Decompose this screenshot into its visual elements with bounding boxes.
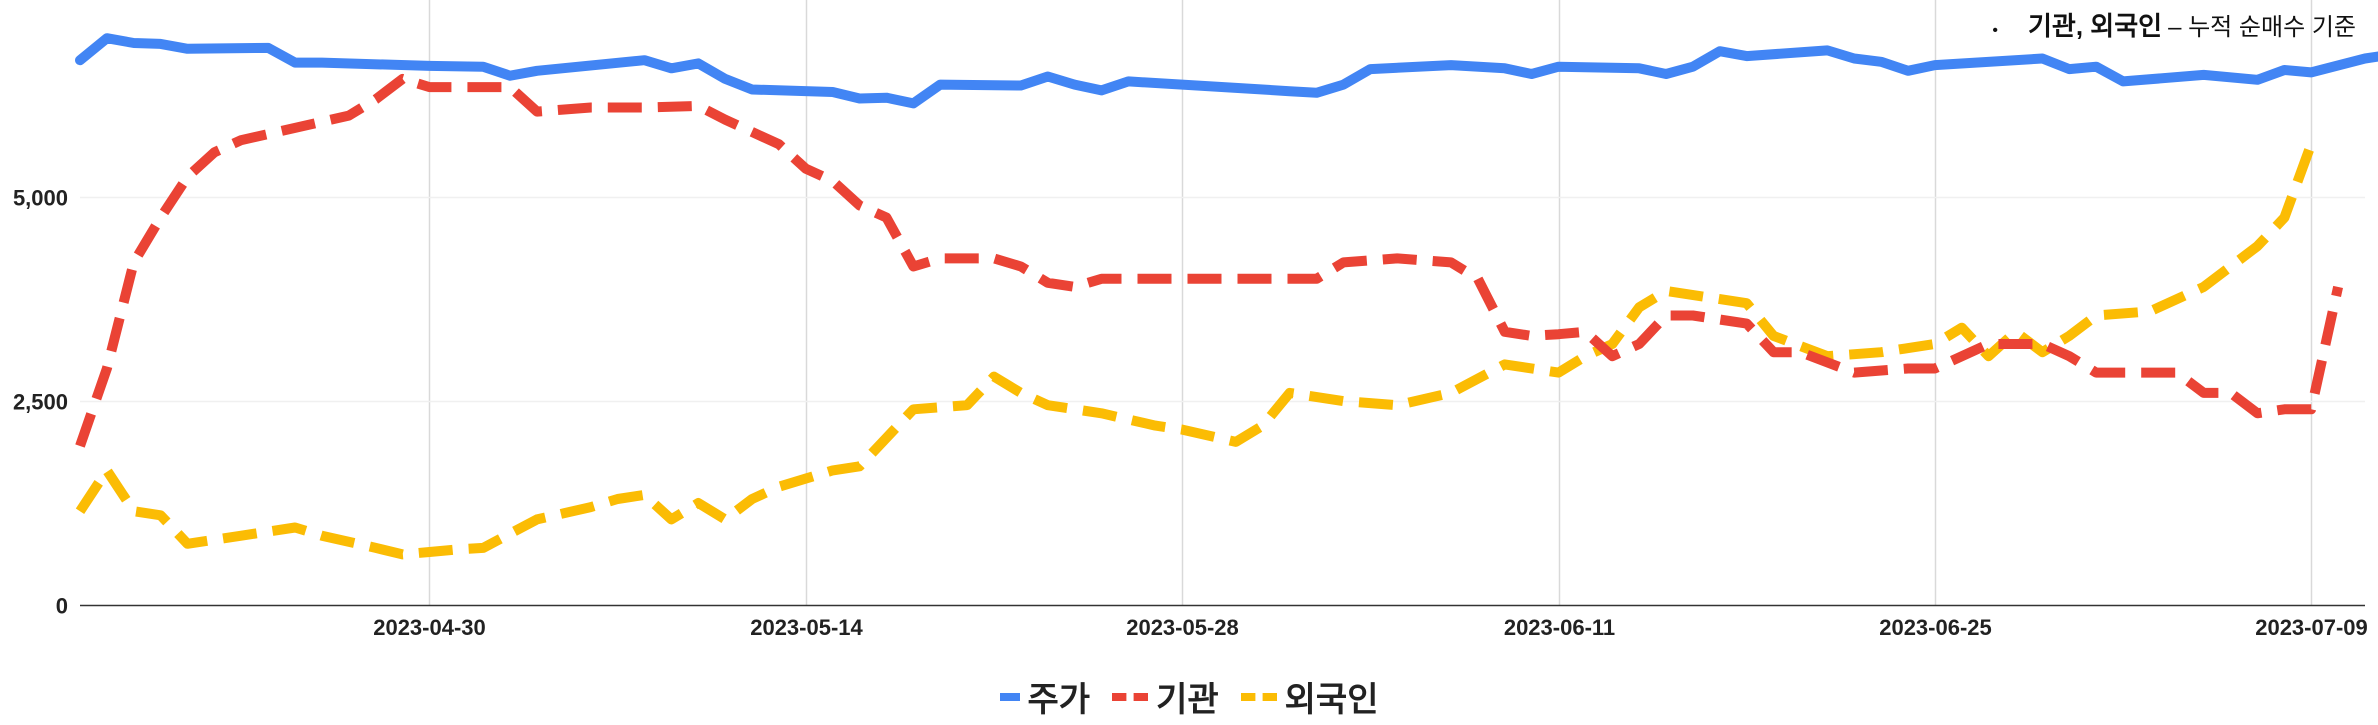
note-bullet: • [1992,22,1999,39]
legend-item-foreigner: 외국인 [1240,672,1379,721]
note-basis: – 누적 순매수 기준 [2168,14,2356,41]
chart-series [75,33,2378,560]
x-tick-label: 2023-05-28 [1126,615,1239,640]
x-tick-label: 2023-04-30 [373,615,486,640]
legend-item-price: 주가 [999,672,1091,721]
legend-label-foreigner: 외국인 [1284,681,1379,719]
x-tick-label: 2023-07-09 [2255,615,2368,640]
legend-label-institution: 기관 [1156,681,1219,719]
chart-note: • 기관, 외국인 – 누적 순매수 기준 [1992,6,2356,43]
chart-legend: 주가 기관 외국인 [0,672,2378,721]
series-line-1 [75,73,2343,448]
legend-item-institution: 기관 [1112,672,1219,721]
legend-swatch-price [999,692,1020,701]
x-tick-label: 2023-05-14 [750,615,863,640]
legend-label-price: 주가 [1027,681,1091,719]
x-tick-label: 2023-06-11 [1504,615,1615,640]
legend-swatch-foreigner [1240,692,1277,701]
y-tick-label: 0 [56,594,68,619]
series-line-2 [75,142,2316,560]
legend-swatch-institution [1112,692,1149,701]
chart-tick-labels: 2023-04-30 2023-05-14 2023-05-28 2023-06-11… [13,186,2368,641]
y-tick-label: 2,500 [13,390,68,415]
x-tick-label: 2023-06-25 [1879,615,1992,640]
y-tick-label: 5,000 [13,186,68,211]
note-subject: 기관, 외국인 [2028,11,2163,41]
chart-grid [80,0,2365,605]
series-line-0 [75,33,2378,109]
